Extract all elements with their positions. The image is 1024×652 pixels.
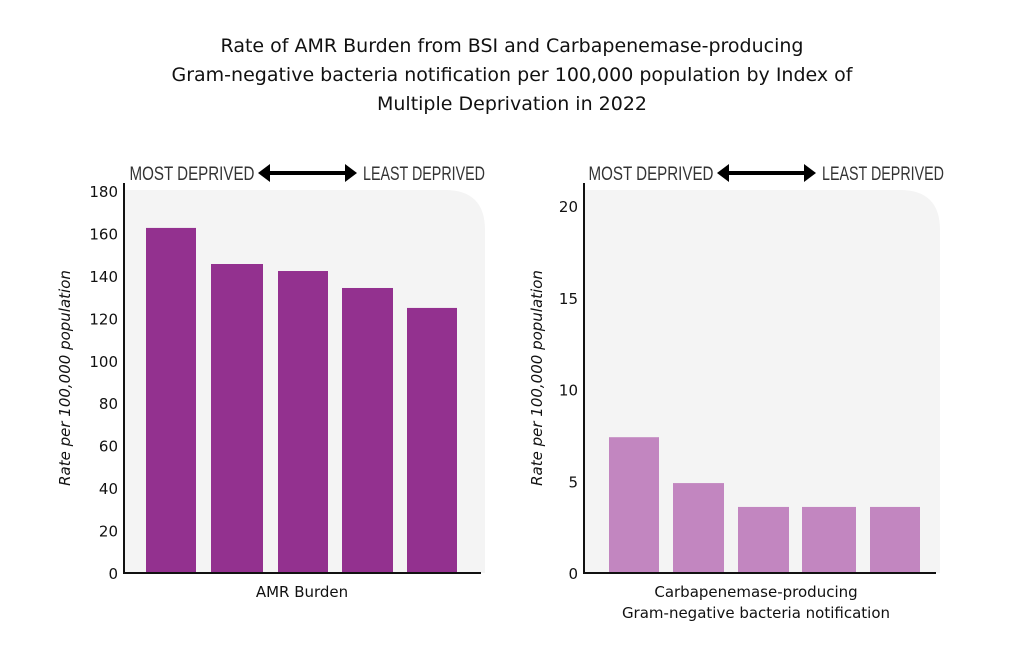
y-tick-label: 60 [99,438,118,456]
bar-4 [342,287,393,573]
most-deprived-label: MOST DEPRIVED [130,164,255,185]
y-tick-label: 5 [568,473,578,491]
least-deprived-label: LEAST DEPRIVED [822,164,944,185]
y-tick-label: 0 [108,565,118,583]
most-deprived-label: MOST DEPRIVED [589,164,714,185]
y-axis-label: Rate per 100,000 population [528,270,546,486]
title-line-3: Multiple Deprivation in 2022 [377,93,647,115]
bar-2 [673,483,724,573]
x-axis-label: Gram-negative bacteria notification [622,604,890,622]
plot-background [584,190,940,573]
y-tick-label: 20 [559,198,578,216]
y-tick-label: 180 [89,183,118,201]
chart-title: Rate of AMR Burden from BSI and Carbapen… [172,35,854,115]
y-tick-label: 20 [99,523,118,541]
y-tick-label: 100 [89,353,118,371]
bar-5 [870,506,920,573]
y-tick-label: 80 [99,395,118,413]
y-axis-label: Rate per 100,000 population [56,270,74,486]
y-tick-label: 15 [559,290,578,308]
x-axis-label: AMR Burden [256,583,348,601]
bar-2 [211,264,263,573]
bar-1 [146,227,196,573]
title-line-1: Rate of AMR Burden from BSI and Carbapen… [221,35,804,57]
chart-panel-2: 0 5 10 15 20 Rate per 100,000 population Carba… [528,164,944,622]
y-tick-label: 160 [89,225,118,243]
least-deprived-label: LEAST DEPRIVED [363,164,485,185]
y-tick-label: 120 [89,310,118,328]
y-tick-label: 10 [559,382,578,400]
y-tick-label: 40 [99,480,118,498]
arrowhead-icon [258,164,357,182]
bar-4 [802,506,856,573]
bar-3 [278,271,328,573]
bar-3 [738,506,789,573]
chart-panel-1: 0 20 40 60 80 100 120 140 160 180 Rate per 100,000… [56,164,485,601]
arrowhead-icon [717,164,816,182]
y-tick-label: 0 [568,565,578,583]
y-tick-label: 140 [89,268,118,286]
title-line-2: Gram-negative bacteria notification per … [172,64,854,86]
bar-5 [407,307,457,573]
x-axis-label: Carbapenemase-producing [654,583,857,601]
bar-1 [609,437,659,573]
